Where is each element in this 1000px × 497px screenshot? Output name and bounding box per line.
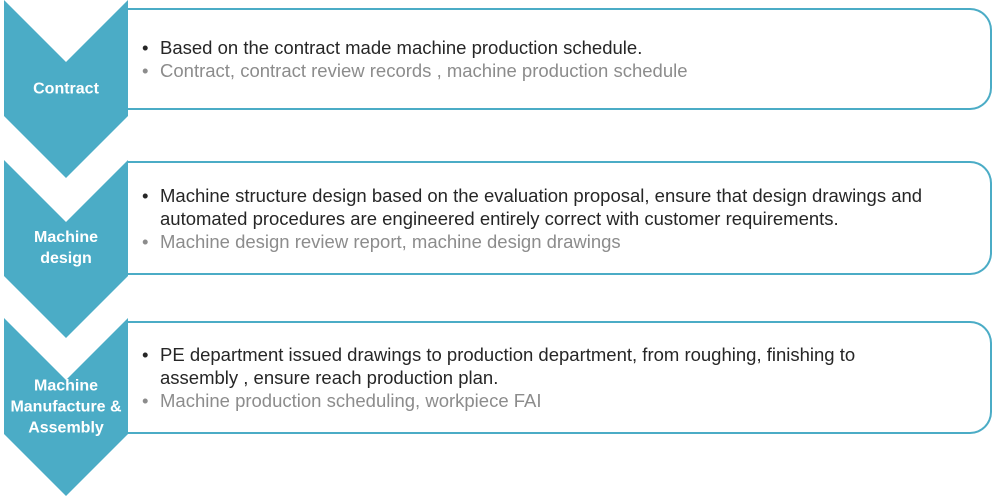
step-box-manufacture: PE department issued drawings to product… xyxy=(128,321,992,434)
records: Machine production scheduling, workpiece… xyxy=(142,389,980,412)
step-box-contract: Based on the contract made machine produ… xyxy=(128,8,992,110)
records: Contract, contract review records , mach… xyxy=(142,59,980,82)
chevron-contract xyxy=(4,0,128,178)
chevron-machine-design xyxy=(4,160,128,338)
records: Machine design review report, machine de… xyxy=(142,230,980,253)
step-label: Machine design xyxy=(33,229,98,267)
step-label: Contract xyxy=(33,80,99,98)
description: Machine structure design based on the ev… xyxy=(142,184,980,230)
step-label: Machine Manufacture & Assembly xyxy=(10,377,122,437)
step-box-machine-design: Machine structure design based on the ev… xyxy=(128,161,992,275)
description: Based on the contract made machine produ… xyxy=(142,36,980,59)
chevron-manufacture xyxy=(4,318,128,496)
description: PE department issued drawings to product… xyxy=(142,343,980,389)
